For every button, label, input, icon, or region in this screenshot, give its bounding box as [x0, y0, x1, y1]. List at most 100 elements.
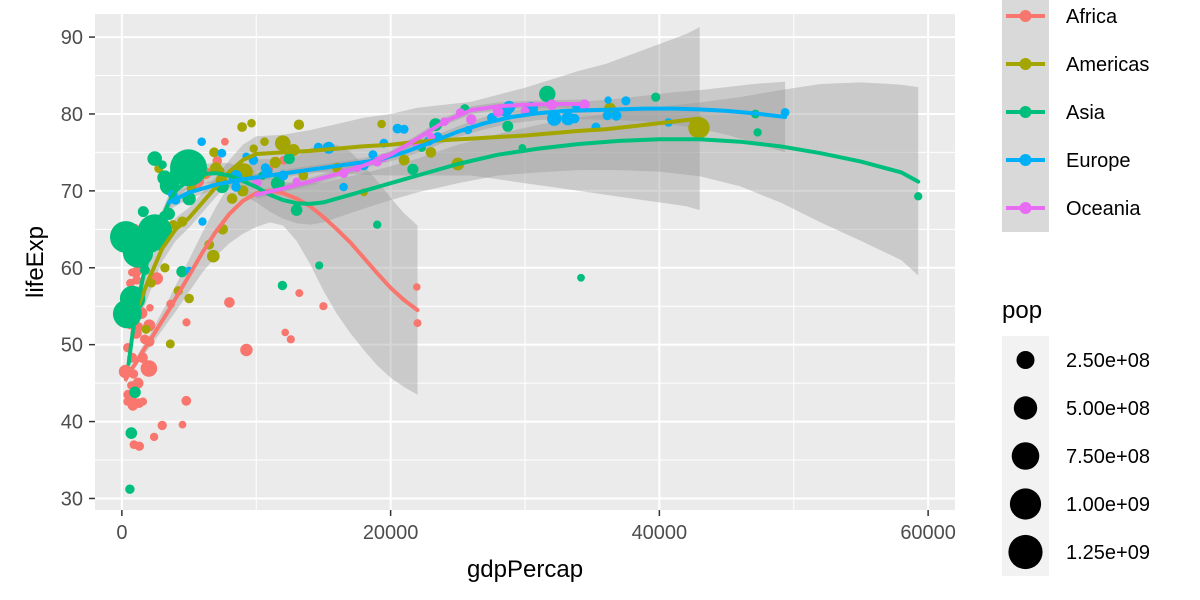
- point-americas: [237, 122, 248, 132]
- point-asia: [315, 261, 324, 270]
- smooth-line-americas: [136, 116, 702, 309]
- point-asia: [290, 204, 303, 216]
- point-asia: [407, 163, 419, 175]
- size-key-point: [1013, 396, 1038, 420]
- point-europe: [602, 110, 612, 121]
- y-tick-label: 80: [61, 104, 83, 126]
- point-asia: [129, 386, 141, 399]
- ribbon-asia: [128, 82, 919, 372]
- point-asia: [125, 427, 138, 439]
- ribbon-europe: [168, 81, 786, 211]
- point-americas: [247, 118, 256, 128]
- point-asia: [577, 273, 585, 282]
- point-asia: [914, 192, 923, 201]
- smooth-line-oceania: [254, 102, 587, 197]
- ribbon-americas: [138, 27, 700, 326]
- point-americas: [207, 249, 220, 263]
- legend-key-point-asia: [1019, 106, 1032, 118]
- point-africa: [281, 328, 290, 337]
- size-legend-title: pop: [1002, 297, 1042, 324]
- point-asia: [283, 153, 295, 165]
- point-africa: [134, 398, 144, 408]
- point-americas: [425, 147, 437, 158]
- size-key-point: [1011, 442, 1040, 470]
- point-africa: [413, 283, 421, 291]
- point-asia: [753, 128, 762, 137]
- legend-label-europe: Europe: [1066, 150, 1131, 172]
- scatter-points: [110, 85, 923, 494]
- point-africa: [221, 137, 229, 146]
- point-americas: [260, 137, 269, 146]
- size-key-point: [1009, 488, 1042, 520]
- size-legend-label: 5.00e+08: [1066, 398, 1150, 420]
- point-africa: [413, 319, 422, 328]
- x-axis: 0 20000 40000 60000: [116, 510, 956, 544]
- point-asia: [178, 167, 188, 177]
- point-americas: [269, 156, 281, 168]
- point-africa: [157, 420, 167, 431]
- point-africa: [149, 432, 159, 442]
- x-tick-label: 40000: [632, 522, 688, 544]
- point-americas: [298, 170, 309, 181]
- point-asia: [172, 154, 184, 165]
- size-legend-label: 1.25e+09: [1066, 542, 1150, 564]
- point-americas: [165, 339, 175, 349]
- ribbon-africa: [125, 143, 418, 395]
- point-americas: [160, 263, 170, 273]
- point-asia: [373, 220, 382, 229]
- point-asia: [158, 160, 167, 169]
- point-americas: [293, 119, 305, 130]
- point-asia: [651, 92, 661, 102]
- point-europe: [339, 182, 348, 192]
- point-americas: [398, 154, 410, 166]
- point-africa: [182, 318, 191, 327]
- point-europe: [392, 123, 403, 134]
- point-africa: [146, 304, 154, 312]
- smooth-lines: [123, 102, 921, 382]
- point-americas: [377, 119, 386, 129]
- y-tick-label: 90: [61, 27, 83, 49]
- point-asia: [169, 167, 181, 178]
- size-legend-label: 1.00e+09: [1066, 494, 1150, 516]
- point-asia: [157, 170, 173, 186]
- point-europe: [399, 124, 409, 134]
- smooth-line-europe: [166, 106, 788, 205]
- legend-label-asia: Asia: [1066, 102, 1106, 124]
- point-europe: [561, 111, 575, 126]
- point-africa: [286, 335, 295, 344]
- point-asia: [147, 151, 162, 166]
- point-americas: [209, 147, 220, 158]
- point-americas: [141, 324, 151, 334]
- size-legend-label: 2.50e+08: [1066, 350, 1150, 372]
- y-tick-label: 40: [61, 412, 83, 434]
- point-europe: [231, 182, 241, 192]
- size-legend: pop 2.50e+08 5.00e+08 7.50e+08 1.00e+09 1.25…: [1002, 297, 1150, 576]
- point-africa: [240, 343, 253, 357]
- legend-key-point-africa: [1019, 10, 1032, 22]
- point-americas: [275, 135, 291, 151]
- grid-minor: [95, 14, 955, 510]
- legend-key-point-europe: [1019, 154, 1032, 166]
- point-africa: [140, 360, 158, 377]
- point-asia: [539, 85, 556, 103]
- point-asia: [137, 206, 149, 218]
- smooth-line-africa: [123, 188, 420, 382]
- point-asia: [502, 120, 514, 132]
- y-axis: 30 40 50 60 70 80 90: [61, 27, 95, 510]
- legend-key-point-americas: [1019, 58, 1032, 70]
- y-tick-label: 30: [61, 488, 83, 510]
- legend-label-africa: Africa: [1066, 6, 1118, 28]
- legend-label-americas: Americas: [1066, 54, 1149, 76]
- point-americas: [226, 193, 238, 204]
- smooth-line-asia: [126, 137, 921, 366]
- point-africa: [132, 275, 142, 285]
- point-africa: [178, 420, 187, 429]
- point-africa: [181, 395, 192, 406]
- legend-key-point-oceania: [1019, 202, 1032, 214]
- point-europe: [547, 111, 562, 126]
- x-tick-label: 20000: [363, 522, 419, 544]
- point-africa: [134, 441, 144, 451]
- point-europe: [611, 110, 622, 121]
- point-americas: [249, 144, 258, 153]
- point-africa: [295, 289, 304, 298]
